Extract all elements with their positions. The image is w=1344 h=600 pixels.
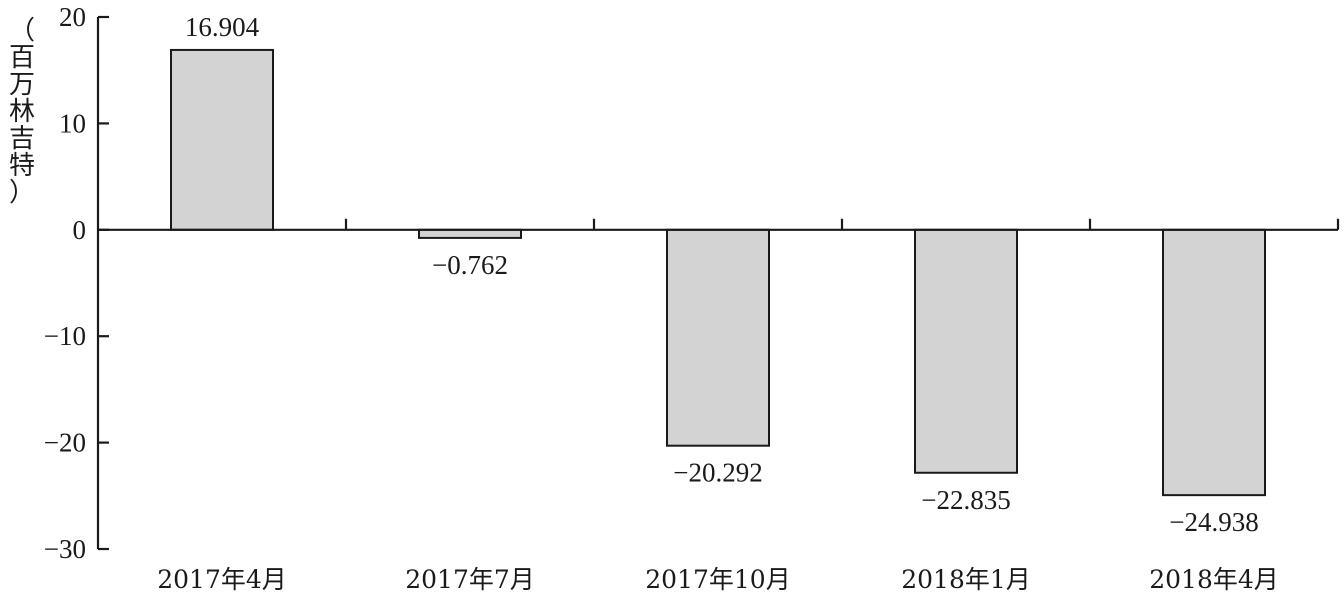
bar-value-label: −20.292 xyxy=(673,458,762,488)
y-tick-label: −10 xyxy=(44,321,86,351)
y-axis-title-char: 万 xyxy=(9,70,35,100)
y-axis-title-char: 吉 xyxy=(9,124,35,154)
bar-value-label: −22.835 xyxy=(921,485,1010,515)
y-tick-label: −20 xyxy=(44,428,86,458)
y-tick-label: 10 xyxy=(59,108,86,138)
x-category-label: 2018年1月 xyxy=(901,565,1031,594)
bar xyxy=(418,228,522,239)
y-axis-label: （百万林吉特） xyxy=(9,16,35,208)
bar xyxy=(666,228,770,447)
y-tick-label: 20 xyxy=(59,2,86,32)
data-labels: 16.904 −0.762 −20.292 −22.835 −24.938 xyxy=(185,12,1259,537)
category-labels: 2017年4月 2017年7月 2017年10月 2018年1月 2018年4月 xyxy=(157,565,1279,594)
y-axis-title-char: （ xyxy=(9,16,35,46)
x-category-label: 2017年10月 xyxy=(645,565,790,594)
x-category-label: 2018年4月 xyxy=(1149,565,1279,594)
y-axis-title: （百万林吉特） xyxy=(9,16,35,208)
y-axis-title-char: 特 xyxy=(9,151,35,181)
bar xyxy=(1162,228,1266,497)
bar xyxy=(170,48,274,231)
x-category-label: 2017年4月 xyxy=(157,565,287,594)
x-category-label: 2017年7月 xyxy=(405,565,535,594)
bar-value-label: −0.762 xyxy=(432,250,508,280)
bars xyxy=(170,48,1266,497)
y-axis: 20 10 0 −10 −20 −30 xyxy=(44,2,109,564)
bar-value-label: −24.938 xyxy=(1169,507,1258,537)
y-axis-title-char: 百 xyxy=(9,43,35,73)
x-axis xyxy=(98,218,1340,231)
y-tick-label: −30 xyxy=(44,534,86,564)
y-axis-title-char: 林 xyxy=(9,97,35,127)
y-axis-title-char: ） xyxy=(9,178,35,208)
bar xyxy=(914,228,1018,474)
bar-value-label: 16.904 xyxy=(185,12,260,42)
y-tick-label: 0 xyxy=(73,215,87,245)
